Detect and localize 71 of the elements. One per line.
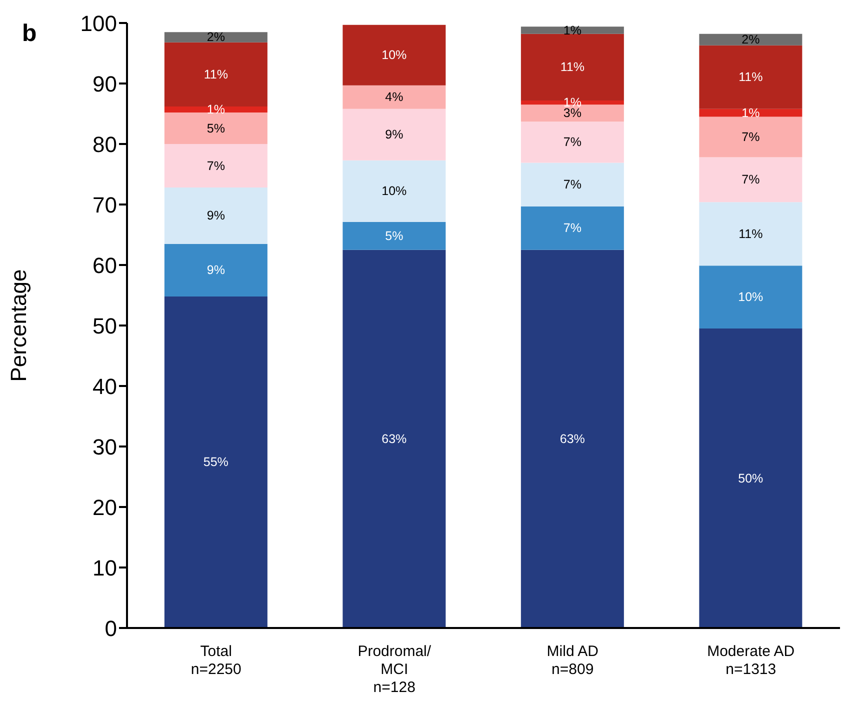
data-label: 5% (385, 228, 404, 243)
bar (699, 202, 802, 266)
y-tick-label: 90 (92, 71, 117, 96)
y-tick-label: 50 (92, 313, 117, 338)
bar (699, 108, 802, 117)
data-label: 11% (560, 60, 584, 74)
data-label: 10% (382, 184, 407, 198)
bar (699, 266, 802, 329)
bar (699, 45, 802, 109)
y-tick-label: 20 (92, 494, 117, 520)
data-label: 3% (563, 106, 582, 120)
bar (699, 116, 802, 158)
y-tick-label: 10 (92, 555, 117, 580)
y-tick-label: 80 (92, 132, 117, 157)
data-label: 2% (206, 30, 225, 44)
bar (699, 157, 802, 202)
data-label: 10% (738, 290, 764, 304)
data-label: 1% (742, 106, 760, 120)
data-label: 11% (738, 226, 763, 241)
data-label: 63% (382, 432, 407, 446)
bar (520, 250, 624, 628)
bar (342, 24, 446, 86)
data-label: 11% (204, 67, 228, 82)
data-label: 5% (206, 121, 225, 136)
bar (520, 26, 624, 34)
x-tick-label: Mild AD n=809 (546, 643, 599, 678)
bar (164, 188, 268, 244)
bar (164, 144, 268, 188)
bar (164, 32, 268, 42)
bar (520, 206, 624, 250)
data-label: 2% (742, 32, 760, 47)
y-tick-label: 40 (92, 374, 117, 399)
x-tick-label: Total n=2250 (190, 643, 242, 678)
data-label: 63% (560, 432, 585, 446)
data-label: 7% (563, 178, 582, 192)
bar (164, 244, 268, 296)
data-label: 7% (206, 158, 225, 173)
bar (342, 85, 446, 109)
data-label: 7% (742, 172, 760, 187)
bar (164, 112, 268, 144)
data-label: 1% (563, 23, 582, 38)
bar (520, 122, 624, 163)
bar (164, 42, 268, 106)
y-tick-label: 60 (92, 252, 117, 278)
data-label: 9% (385, 128, 404, 142)
data-label: 10% (382, 48, 407, 62)
data-label: 11% (738, 70, 763, 84)
data-label: 9% (206, 208, 225, 223)
data-label: 7% (742, 130, 760, 144)
y-tick-label: 100 (80, 10, 117, 36)
bar (342, 250, 446, 628)
text: b (22, 20, 37, 48)
bar (342, 108, 446, 160)
data-label: 50% (738, 471, 764, 486)
data-label: 9% (206, 263, 225, 278)
bar (342, 222, 446, 250)
data-label: 7% (563, 221, 582, 236)
bar (342, 160, 446, 222)
data-label: 4% (385, 90, 404, 104)
y-tick-label: 30 (92, 434, 117, 460)
bar (699, 328, 802, 628)
y-tick-label: 70 (92, 192, 117, 218)
bar (164, 296, 268, 628)
data-label: 55% (203, 455, 228, 470)
bar (699, 34, 802, 46)
bar (520, 162, 624, 206)
x-tick-label: Prodromal/ MCI n=128 (358, 643, 432, 696)
y-axis-title: Percentage (6, 269, 31, 382)
x-tick-label: Moderate AD n=1313 (707, 643, 795, 678)
y-tick-label: 0 (104, 616, 117, 641)
data-label: 7% (563, 135, 582, 150)
